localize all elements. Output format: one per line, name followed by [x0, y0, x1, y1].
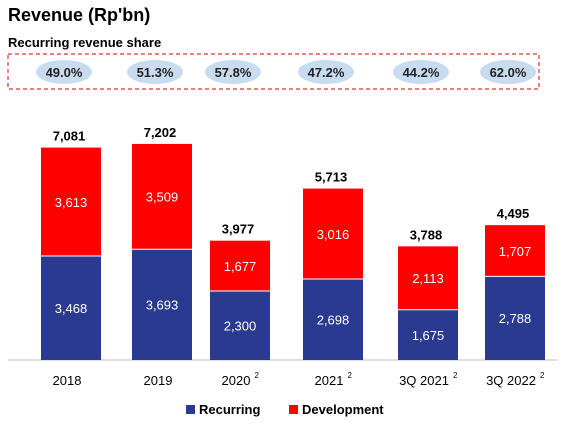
- share-oval: [393, 60, 449, 84]
- bar-development: [398, 246, 458, 310]
- bar-recurring: [132, 249, 192, 360]
- legend: Recurring Development: [186, 402, 384, 417]
- category-label: 2018: [53, 373, 82, 388]
- share-title: Recurring revenue share: [8, 35, 161, 50]
- share-value: 57.8%: [215, 65, 252, 80]
- total-value-label: 7,202: [144, 125, 177, 140]
- share-oval: [205, 60, 261, 84]
- share-box: [7, 53, 540, 90]
- development-value-label: 3,509: [146, 190, 179, 205]
- recurring-value-label: 3,468: [55, 301, 88, 316]
- recurring-value-label: 1,675: [412, 328, 445, 343]
- development-value-label: 3,613: [55, 195, 88, 210]
- share-value: 47.2%: [308, 65, 345, 80]
- bar-development: [303, 188, 363, 280]
- bar-development: [132, 143, 192, 250]
- development-value-label: 1,707: [499, 244, 532, 259]
- development-value-label: 3,016: [317, 227, 350, 242]
- share-oval: [36, 60, 92, 84]
- bar-development: [485, 225, 545, 277]
- category-labels: 2018 2019 2020 2 2021 2 3Q 2021 2 3Q 2022 2: [53, 371, 545, 388]
- share-oval: [480, 60, 536, 84]
- legend-swatch: [289, 405, 298, 414]
- recurring-value-label: 2,698: [317, 313, 350, 328]
- total-value-label: 3,788: [410, 227, 443, 242]
- share-value: 62.0%: [490, 65, 527, 80]
- footnote-marker: 2: [347, 371, 352, 380]
- category-label: 2020: [222, 373, 251, 388]
- recurring-value-label: 3,693: [146, 298, 179, 313]
- recurring-value-label: 2,300: [224, 319, 257, 334]
- footnote-marker: 2: [254, 371, 259, 380]
- chart-title: Revenue (Rp'bn): [8, 5, 150, 25]
- development-value-label: 1,677: [224, 259, 257, 274]
- footnote-marker: 2: [453, 371, 458, 380]
- share-value: 49.0%: [46, 65, 83, 80]
- total-value-label: 4,495: [497, 206, 530, 221]
- bar-development: [210, 240, 270, 291]
- bar-labels: 3,468 3,613 7,081 3,693 3,509 7,202 2,300 1,677…: [53, 125, 532, 343]
- category-label: 3Q 2021: [399, 373, 449, 388]
- legend-swatch: [186, 405, 195, 414]
- bar-recurring: [41, 255, 101, 360]
- category-label: 2019: [144, 373, 173, 388]
- share-value: 44.2%: [403, 65, 440, 80]
- bar-recurring: [210, 291, 270, 360]
- legend-label: Development: [302, 402, 384, 417]
- total-value-label: 7,081: [53, 129, 86, 144]
- share-oval: [127, 60, 183, 84]
- share-oval: [298, 60, 354, 84]
- bar-recurring: [398, 309, 458, 360]
- share-ovals: 49.0% 51.3% 57.8% 47.2% 44.2% 62.0%: [36, 60, 536, 84]
- bar-recurring: [303, 279, 363, 360]
- development-value-label: 2,113: [412, 271, 444, 286]
- total-value-label: 3,977: [222, 222, 255, 237]
- category-label: 3Q 2022: [486, 373, 536, 388]
- bars: [41, 143, 545, 360]
- share-value: 51.3%: [137, 65, 174, 80]
- category-label: 2021: [315, 373, 344, 388]
- bar-development: [41, 147, 101, 256]
- bar-recurring: [485, 276, 545, 360]
- legend-label: Recurring: [199, 402, 260, 417]
- footnote-marker: 2: [540, 371, 545, 380]
- total-value-label: 5,713: [315, 170, 348, 185]
- recurring-value-label: 2,788: [499, 311, 532, 326]
